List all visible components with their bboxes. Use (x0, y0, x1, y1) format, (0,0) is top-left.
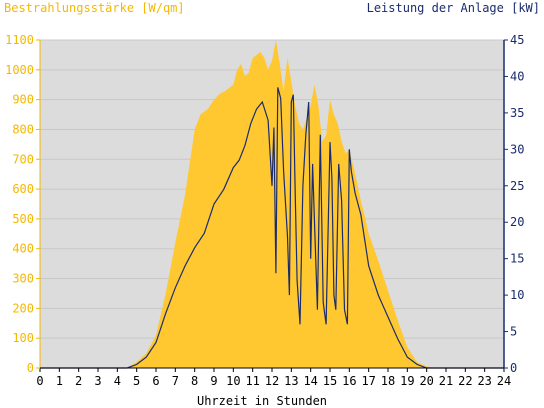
irradiance-area (40, 40, 504, 368)
y-tick-left-label: 900 (12, 93, 34, 107)
x-axis-label: Uhrzeit in Stunden (197, 394, 327, 408)
x-tick-label: 4 (114, 374, 121, 388)
x-tick-label: 1 (56, 374, 63, 388)
y-tick-right-label: 35 (510, 106, 524, 120)
y-tick-left-label: 200 (12, 301, 34, 315)
y-tick-left-label: 600 (12, 182, 34, 196)
y-tick-left-label: 100 (12, 331, 34, 345)
x-tick-label: 19 (400, 374, 414, 388)
x-tick-label: 21 (439, 374, 453, 388)
y-tick-right-label: 20 (510, 215, 524, 229)
y-tick-right-label: 25 (510, 179, 524, 193)
y-ticks-left: 0 100 200 300 400 500 600 700 800 900 1000 1100 (5, 33, 40, 375)
x-tick-label: 7 (172, 374, 179, 388)
y-tick-left-label: 1100 (5, 33, 34, 47)
x-tick-label: 23 (477, 374, 491, 388)
x-tick-label: 9 (210, 374, 217, 388)
x-tick-label: 8 (191, 374, 198, 388)
left-axis-title: Bestrahlungsstärke [W/qm] (4, 1, 185, 15)
y-tick-left-label: 500 (12, 212, 34, 226)
y-tick-right-label: 45 (510, 33, 524, 47)
x-ticks: 0 1 2 3 4 5 6 7 8 9 10 11 12 13 14 15 16 17 18 19 20 21 22 23 24 (36, 368, 511, 388)
x-tick-label: 16 (342, 374, 356, 388)
y-tick-right-label: 5 (510, 325, 517, 339)
y-tick-left-label: 0 (27, 361, 34, 375)
y-tick-right-label: 30 (510, 142, 524, 156)
y-tick-right-label: 40 (510, 69, 524, 83)
y-tick-left-label: 800 (12, 122, 34, 136)
x-tick-label: 12 (265, 374, 279, 388)
y-tick-right-label: 0 (510, 361, 517, 375)
x-tick-label: 18 (381, 374, 395, 388)
x-tick-label: 20 (419, 374, 433, 388)
y-ticks-right: 0 5 10 15 20 25 30 35 40 45 (504, 33, 524, 375)
x-tick-label: 24 (497, 374, 511, 388)
y-tick-left-label: 1000 (5, 63, 34, 77)
y-tick-right-label: 15 (510, 252, 524, 266)
x-tick-label: 22 (458, 374, 472, 388)
x-tick-label: 6 (152, 374, 159, 388)
x-tick-label: 3 (94, 374, 101, 388)
x-tick-label: 10 (226, 374, 240, 388)
x-tick-label: 17 (361, 374, 375, 388)
right-axis-title: Leistung der Anlage [kW] (367, 1, 540, 15)
y-tick-left-label: 300 (12, 272, 34, 286)
x-tick-label: 15 (323, 374, 337, 388)
x-tick-label: 5 (133, 374, 140, 388)
y-tick-right-label: 10 (510, 288, 524, 302)
x-tick-label: 14 (303, 374, 317, 388)
x-tick-label: 11 (245, 374, 259, 388)
x-tick-label: 0 (36, 374, 43, 388)
y-tick-left-label: 400 (12, 242, 34, 256)
power-line (40, 87, 504, 369)
y-tick-left-label: 700 (12, 152, 34, 166)
x-tick-label: 2 (75, 374, 82, 388)
x-tick-label: 13 (284, 374, 298, 388)
